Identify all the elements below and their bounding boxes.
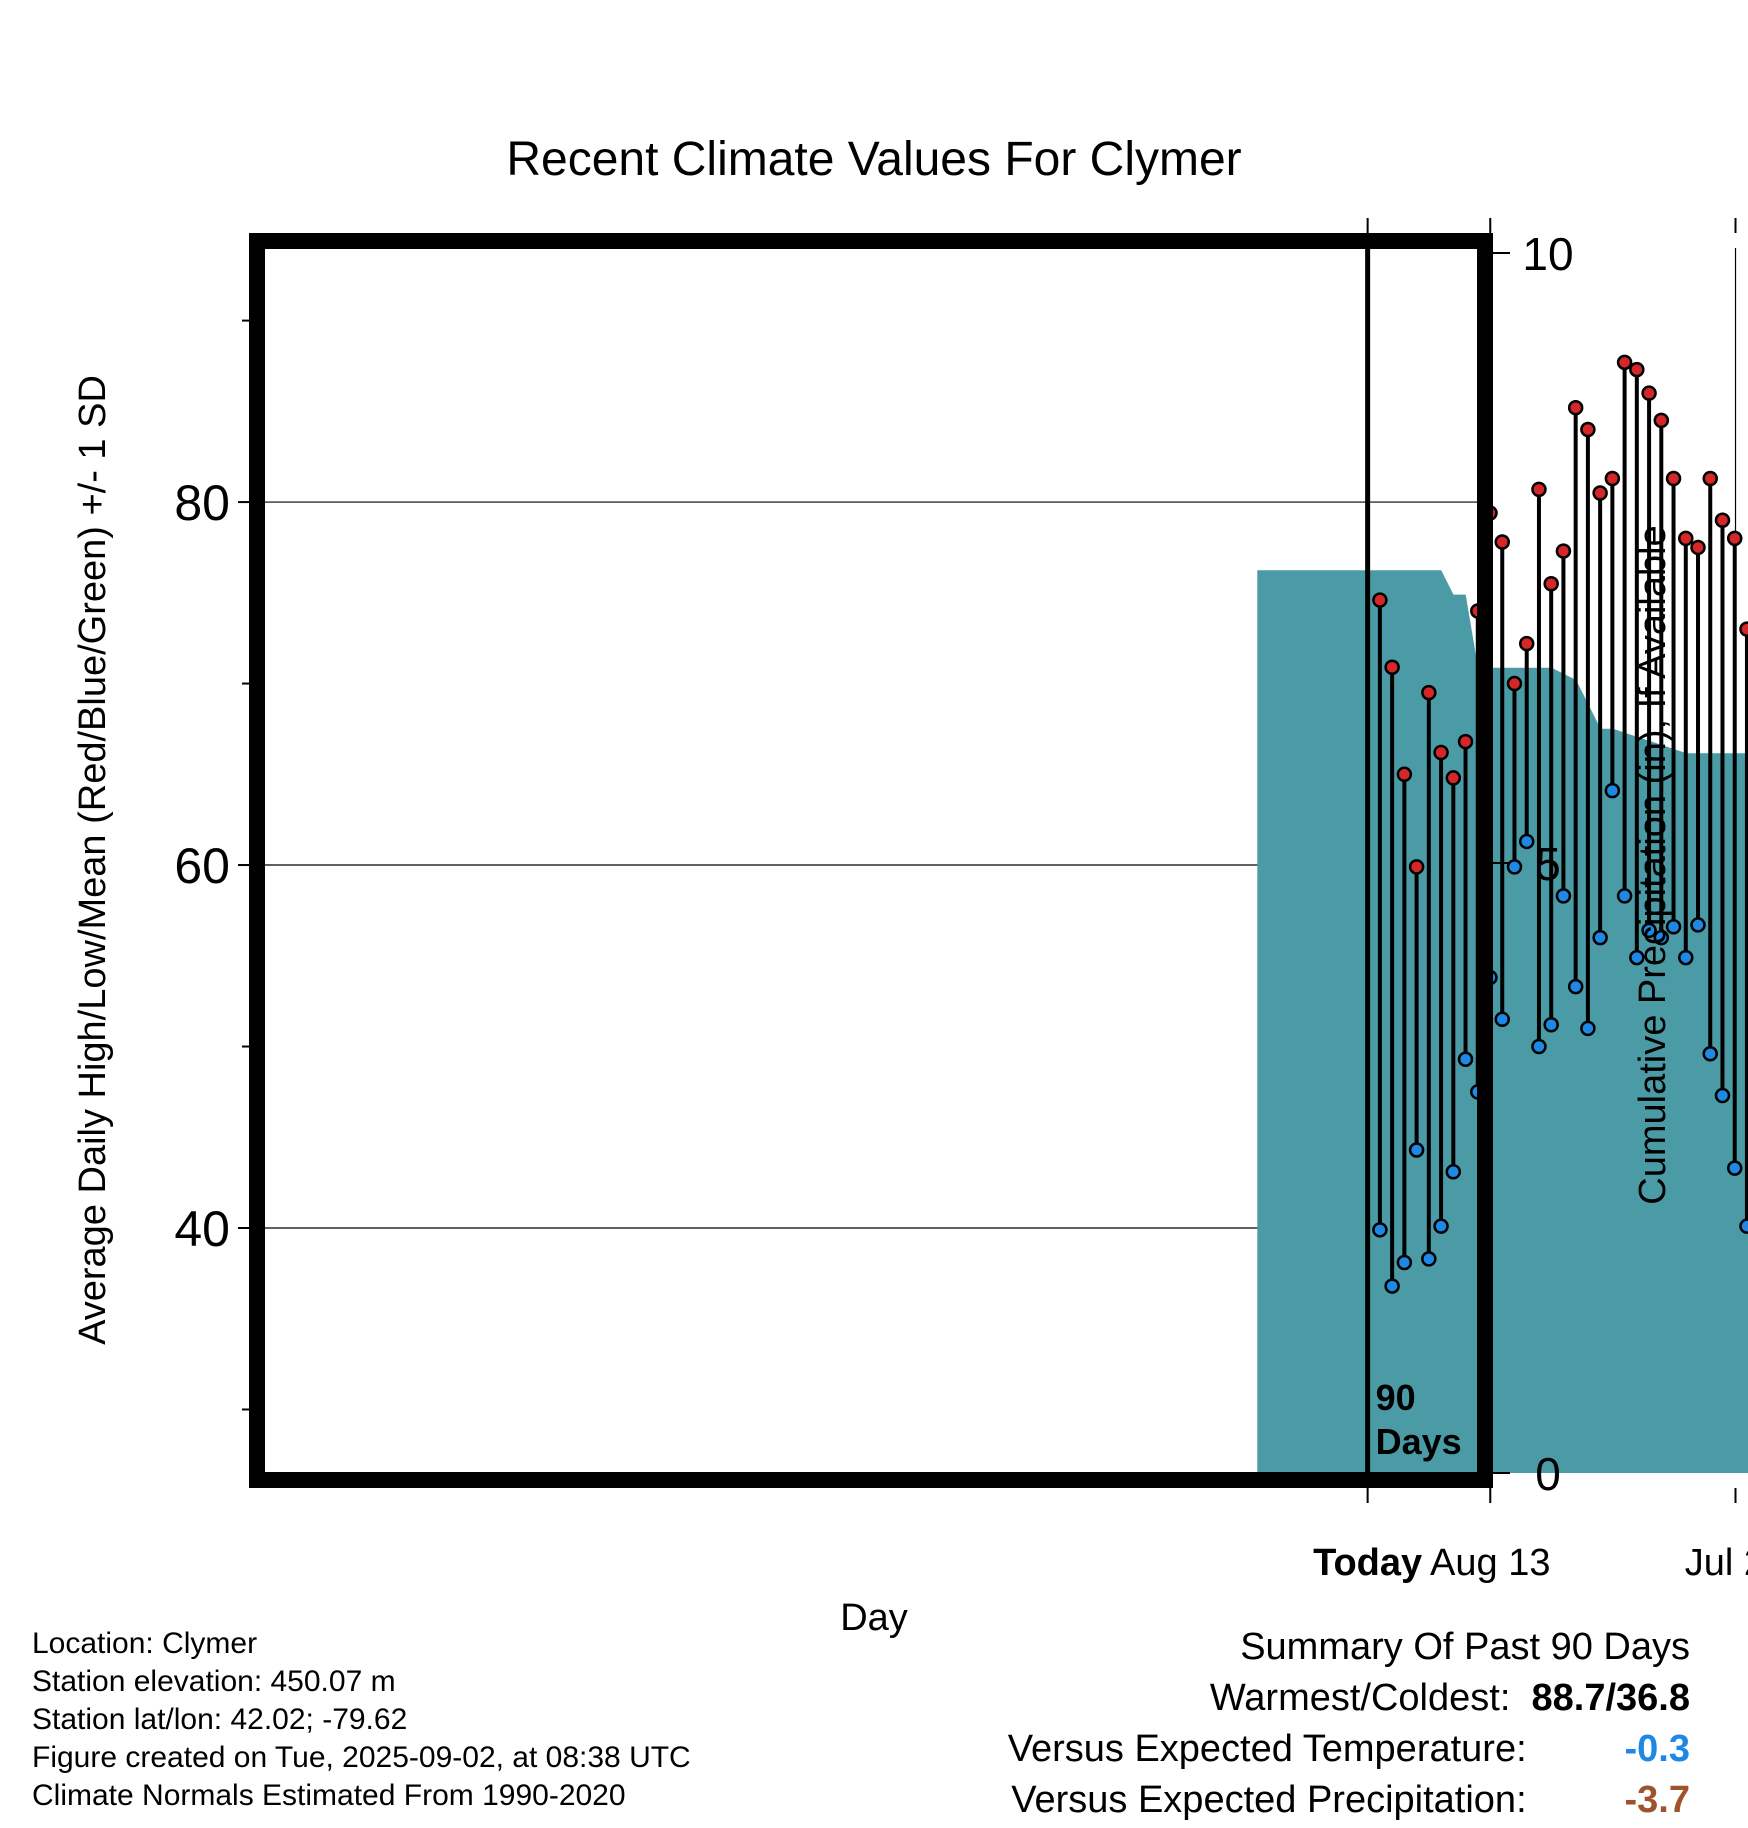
y-axis-label-left: Average Daily High/Low/Mean (Red/Blue/Gr…	[72, 375, 114, 1345]
low-point	[1506, 859, 1523, 875]
high-point	[1616, 354, 1633, 371]
high-point	[1506, 675, 1523, 692]
summary-warmest: Warmest/Coldest: 88.7/36.8	[1008, 1673, 1690, 1724]
warmest-value: 88.7/36.8	[1531, 1677, 1690, 1719]
x-tick-label: Today	[1313, 1542, 1422, 1584]
temp-tick-label: 80	[174, 475, 230, 531]
low-point	[1421, 1251, 1437, 1267]
low-point	[1555, 888, 1572, 904]
precip-label: Versus Expected Precipitation:	[1011, 1779, 1527, 1821]
low-point	[1518, 833, 1535, 850]
high-point	[1690, 539, 1706, 556]
high-point	[1372, 592, 1388, 608]
temp-tick-label: 40	[174, 1201, 230, 1257]
summary-precip: Versus Expected Precipitation: -3.7	[1008, 1775, 1690, 1826]
low-point	[1384, 1278, 1400, 1294]
low-point	[1457, 1051, 1474, 1067]
high-point	[1592, 485, 1608, 501]
low-point	[1629, 949, 1645, 966]
low-point	[1702, 1046, 1718, 1062]
low-point	[1641, 922, 1657, 939]
high-point	[1543, 575, 1559, 592]
low-point	[1445, 1163, 1462, 1180]
low-point	[1714, 1087, 1731, 1104]
high-point	[1531, 481, 1547, 498]
high-point	[1702, 470, 1718, 487]
high-point	[1714, 512, 1731, 528]
low-point	[1567, 978, 1584, 995]
high-point	[1445, 770, 1462, 786]
latlon-text: Station lat/lon: 42.02; -79.62	[32, 1703, 408, 1736]
high-point	[1604, 470, 1621, 487]
low-point	[1690, 917, 1706, 933]
high-point	[1457, 733, 1474, 750]
low-point	[1739, 1218, 1748, 1234]
high-point	[1384, 659, 1400, 675]
high-point	[1678, 530, 1694, 547]
precip-value: -3.7	[1624, 1779, 1690, 1821]
summary-panel: Summary Of Past 90 Days Warmest/Coldest:…	[1008, 1622, 1690, 1826]
low-point	[1433, 1218, 1449, 1234]
chart-title: Recent Climate Values For Clymer	[506, 133, 1241, 186]
normals-text: Climate Normals Estimated From 1990-2020	[32, 1779, 626, 1812]
high-point	[1665, 470, 1682, 487]
precip-tick-label: 0	[1535, 1448, 1561, 1500]
precip-tick-label: 5	[1535, 838, 1561, 890]
high-point	[1408, 859, 1425, 875]
precip-tick-label: 10	[1522, 228, 1573, 280]
station-info: Location: Clymer Station elevation: 450.…	[32, 1625, 691, 1815]
low-point	[1580, 1020, 1596, 1037]
low-point	[1372, 1222, 1388, 1238]
low-point	[1665, 918, 1682, 935]
high-point	[1421, 684, 1437, 701]
low-point	[1408, 1142, 1425, 1158]
low-point	[1543, 1016, 1559, 1033]
temp-tick-label: 60	[174, 838, 230, 894]
low-point	[1494, 1011, 1510, 1028]
y-axis-label-right: Cumulative Precipitation (in), If Availa…	[1632, 525, 1674, 1204]
high-point	[1653, 412, 1670, 429]
high-point	[1641, 385, 1657, 401]
low-point	[1604, 782, 1621, 799]
high-point	[1433, 744, 1449, 761]
low-point	[1726, 1160, 1743, 1176]
low-point	[1531, 1038, 1547, 1055]
temp-value: -0.3	[1624, 1728, 1690, 1770]
high-point	[1494, 534, 1510, 550]
high-point	[1396, 766, 1413, 783]
daily-points	[1372, 354, 1748, 1294]
today-days-number: 90	[1376, 1377, 1416, 1418]
summary-heading: Summary Of Past 90 Days	[1240, 1626, 1690, 1668]
today-days-word: Days	[1376, 1421, 1462, 1462]
created-text: Figure created on Tue, 2025-09-02, at 08…	[32, 1741, 691, 1774]
frame-border	[249, 233, 1493, 1488]
x-tick-label: Aug 13	[1430, 1542, 1550, 1584]
high-point	[1555, 543, 1572, 559]
high-point	[1567, 399, 1584, 416]
x-tick-label: Jul 24	[1685, 1542, 1748, 1584]
high-point	[1518, 635, 1535, 652]
low-point	[1592, 929, 1608, 946]
x-axis-label: Day	[840, 1597, 908, 1639]
low-point	[1653, 929, 1670, 946]
low-point	[1678, 949, 1694, 966]
summary-temp: Versus Expected Temperature: -0.3	[1008, 1724, 1690, 1775]
high-point	[1580, 421, 1596, 438]
axes: 406080051015Jun 14Jul 04Jul 24Aug 13Toda…	[174, 218, 1748, 1584]
location-text: Location: Clymer	[32, 1627, 258, 1660]
warmest-label: Warmest/Coldest:	[1209, 1677, 1511, 1719]
low-point	[1616, 888, 1633, 904]
low-point	[1396, 1254, 1413, 1271]
temp-label: Versus Expected Temperature:	[1007, 1728, 1527, 1770]
elevation-text: Station elevation: 450.07 m	[32, 1665, 396, 1698]
high-point	[1739, 621, 1748, 637]
high-point	[1629, 361, 1645, 378]
high-point	[1726, 530, 1743, 547]
